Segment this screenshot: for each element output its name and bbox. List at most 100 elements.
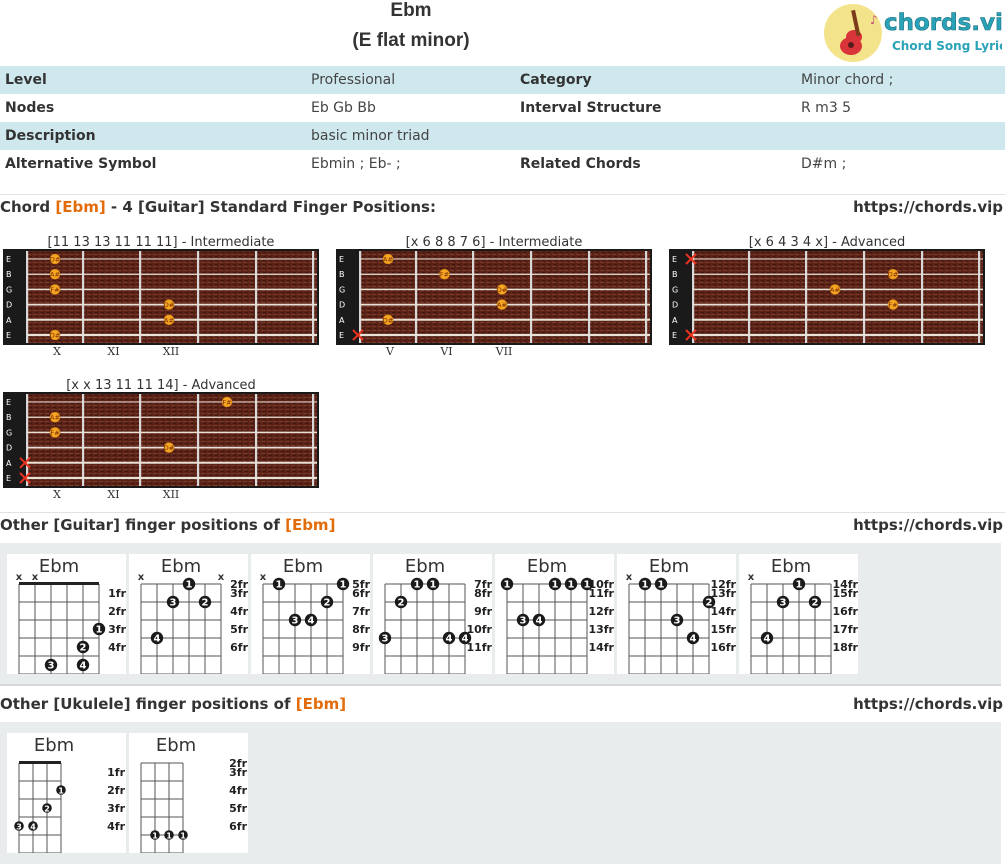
fret-number-label: 1fr	[107, 766, 125, 779]
info-label: Category	[515, 66, 796, 94]
finger-dot	[92, 622, 106, 636]
note-label: A#	[164, 316, 174, 324]
fret-number-label: 3fr	[107, 802, 125, 815]
fret-wire	[921, 251, 924, 343]
info-value: Professional	[306, 66, 515, 94]
divider	[0, 512, 1005, 513]
chord-grid	[140, 762, 184, 853]
string-name-label: E	[6, 474, 11, 483]
finger-number: 1	[552, 580, 559, 591]
fret-number-label: 5fr	[230, 623, 248, 636]
chord-title: Ebm	[390, 0, 432, 21]
finger-dot	[150, 830, 160, 840]
chord-grid	[18, 762, 62, 853]
finger-number: 4	[536, 616, 543, 627]
string-name-label: A	[672, 316, 678, 325]
finger-dot	[178, 830, 188, 840]
muted-string-icon	[685, 253, 697, 265]
fret-wire	[748, 251, 751, 343]
finger-dot	[638, 577, 652, 591]
fretboard-wood	[27, 251, 317, 343]
fret-number-label: 7fr	[474, 578, 492, 591]
fret-wire	[805, 251, 808, 343]
guitar-chord-chart[interactable]: Ebm x 14fr 15fr 16fr 17fr 18fr 1 3 2 4	[739, 554, 858, 674]
fret-wire	[82, 251, 85, 343]
guitar-chord-chart[interactable]: Ebm x 12fr 13fr 14fr 15fr 16fr 1 1 2 3 4	[617, 554, 736, 674]
guitar-chord-chart[interactable]: Ebm x x 1fr 2fr 3fr 4fr 1 2 3 4	[7, 554, 126, 674]
chord-name: Ebm	[283, 556, 323, 577]
finger-dot	[164, 830, 174, 840]
muted-string-mark: x	[260, 572, 267, 583]
finger-dot	[410, 577, 424, 591]
string-name-label: E	[339, 331, 344, 340]
fret-number-label: 17fr	[832, 623, 858, 636]
info-label: Description	[0, 122, 306, 150]
finger-dot	[56, 785, 66, 795]
finger-number: 4	[446, 634, 453, 645]
fretted-note-marker	[887, 268, 899, 280]
finger-dot	[760, 631, 774, 645]
note-label: D#	[50, 332, 60, 340]
fret-number-label: 2fr	[107, 784, 125, 797]
note-label: A#	[383, 256, 393, 264]
fret-wire	[472, 251, 475, 343]
guitar-chord-chart[interactable]: Ebm x x 2fr 3fr 4fr 5fr 6fr 1 3 2 4	[129, 554, 248, 674]
chord-link[interactable]: [Ebm]	[295, 695, 347, 713]
finger-number: 1	[414, 580, 421, 591]
note-label: F#	[888, 301, 897, 309]
info-row-alternative: Alternative Symbol Ebmin ; Eb- ; Related…	[0, 150, 1005, 178]
finger-number: 1	[340, 580, 347, 591]
ukulele-chord-chart[interactable]: Ebm 1fr 2fr 3fr 4fr 1 2 3 4	[7, 733, 126, 853]
fret-number-label: 9fr	[352, 641, 370, 654]
fretted-note-marker	[829, 284, 841, 295]
finger-dot	[150, 631, 164, 645]
string-name-label: G	[339, 285, 345, 294]
guitar-icon: ♪	[840, 9, 878, 55]
finger-dot	[458, 631, 472, 645]
guitar-chord-chart[interactable]: Ebm x 5fr 6fr 7fr 8fr 9fr 1 1 2 3 4	[251, 554, 370, 674]
muted-string-mark: x	[748, 572, 755, 583]
string-name-label: E	[6, 331, 11, 340]
info-value: basic minor triad	[306, 122, 515, 150]
guitar-chord-chart[interactable]: Ebm 10fr 11fr 12fr 13fr 14fr 1 1 1 1 3 4	[495, 554, 614, 674]
fret-number-label: 16fr	[710, 641, 736, 654]
finger-number: 4	[154, 634, 161, 645]
fret-number-label: 9fr	[474, 605, 492, 618]
finger-number: 1	[568, 580, 575, 591]
finger-number: 3	[292, 616, 299, 627]
string-name-label: E	[6, 255, 11, 264]
finger-dot	[654, 577, 668, 591]
site-url[interactable]: https://chords.vip	[853, 198, 1003, 216]
chord-name: Ebm	[39, 556, 79, 577]
fret-number-label: 15fr	[832, 587, 858, 600]
fretted-note-marker	[496, 284, 508, 295]
note-label: D#	[888, 271, 898, 279]
fretted-note-marker	[382, 253, 394, 265]
note-label: A#	[50, 271, 60, 279]
chord-link[interactable]: [Ebm]	[285, 516, 336, 534]
fret-wire	[359, 251, 362, 343]
fret-wire	[645, 251, 648, 343]
fret-wire	[312, 251, 315, 343]
site-url[interactable]: https://chords.vip	[853, 695, 1003, 713]
site-url[interactable]: https://chords.vip	[853, 516, 1003, 534]
string-name-label: G	[6, 428, 12, 437]
finger-number: 1	[504, 580, 511, 591]
ukulele-chord-chart[interactable]: Ebm 2fr 3fr 4fr 5fr 6fr 1 1 1	[129, 733, 248, 853]
fret-number-label: 12fr	[588, 605, 614, 618]
site-logo[interactable]: ♪ chords.vip Chord Song Lyric	[824, 2, 1005, 64]
chord-link[interactable]: [Ebm]	[55, 198, 106, 216]
string-name-label: B	[339, 270, 345, 279]
fret-number-label: 16fr	[832, 605, 858, 618]
guitar-chord-chart[interactable]: Ebm 7fr 8fr 9fr 10fr 11fr 1 1 2 3 4 4	[373, 554, 492, 674]
fretted-note-marker	[163, 442, 175, 453]
fret-wire	[415, 251, 418, 343]
fretboard-caption: [x 6 4 3 4 x] - Advanced	[748, 235, 906, 250]
finger-number: 1	[584, 580, 591, 591]
finger-number: 3	[674, 616, 681, 627]
fret-wire	[139, 251, 142, 343]
finger-dot	[426, 577, 440, 591]
finger-dot	[166, 595, 180, 609]
fret-wire	[255, 251, 258, 343]
fretted-note-marker	[49, 268, 61, 280]
